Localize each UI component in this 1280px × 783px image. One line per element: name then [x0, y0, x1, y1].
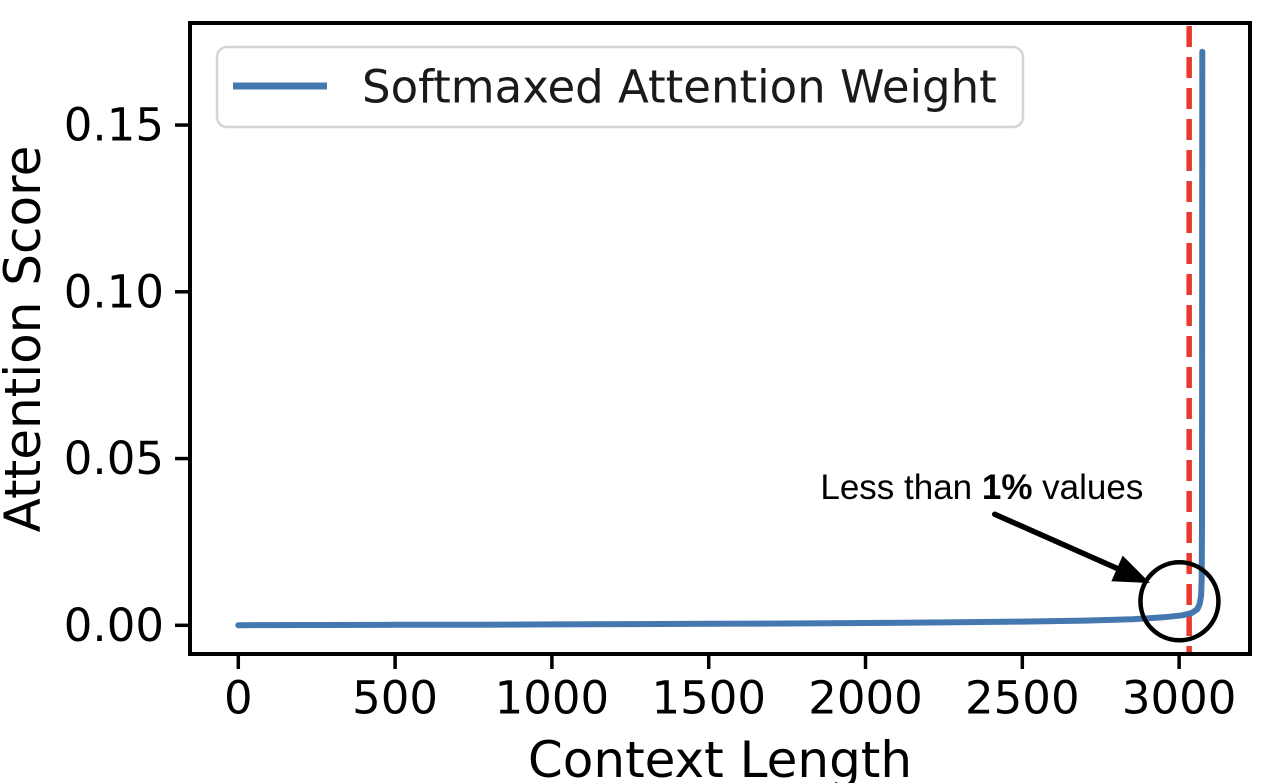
y-tick-label: 0.10 — [64, 265, 164, 318]
annotation-text-suffix: values — [1032, 468, 1143, 507]
highlight-circle — [1138, 560, 1221, 643]
y-axis-label: Attention Score — [0, 146, 52, 533]
x-tick-label: 2500 — [965, 672, 1080, 725]
y-tick-label: 0.05 — [64, 432, 164, 485]
legend-entry-label: Softmaxed Attention Weight — [362, 61, 997, 114]
y-tick-label: 0.00 — [64, 599, 164, 652]
x-axis-ticks: 0 500 1000 1500 2000 2500 3000 — [224, 654, 1236, 725]
legend: Softmaxed Attention Weight — [215, 45, 1025, 129]
annotation-text-bold: 1% — [982, 468, 1033, 507]
plot-area-border — [188, 21, 1252, 656]
x-tick-label: 500 — [352, 672, 438, 725]
x-tick-label: 2000 — [808, 672, 923, 725]
x-tick-label: 1000 — [495, 672, 610, 725]
annotation-text: Less than 1% values — [820, 468, 1143, 507]
annotation-arrow-shaft — [991, 511, 1120, 572]
annotation-text-prefix: Less than — [820, 468, 982, 507]
x-tick-label: 1500 — [651, 672, 766, 725]
x-tick-label: 0 — [224, 672, 253, 725]
legend-box — [215, 45, 1025, 129]
annotation-arrow-head — [1111, 555, 1150, 583]
y-axis-ticks: 0.00 0.05 0.10 0.15 — [64, 99, 190, 652]
x-tick-label: 3000 — [1122, 672, 1237, 725]
softmaxed-attention-line — [235, 48, 1206, 629]
y-tick-label: 0.15 — [64, 99, 164, 152]
x-axis-label: Context Length — [528, 731, 912, 783]
